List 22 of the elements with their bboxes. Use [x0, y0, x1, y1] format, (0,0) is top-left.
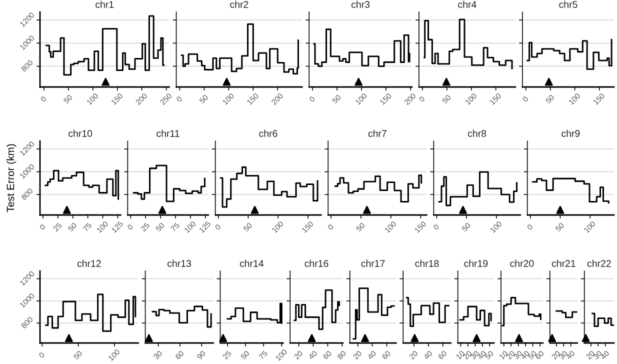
chart-title: chr3	[352, 0, 370, 8]
chart-title: chr7	[368, 130, 386, 137]
chart-title: chr9	[562, 130, 580, 137]
chart-title: chr5	[559, 0, 578, 8]
chart-title: chr22	[587, 260, 611, 267]
chart-title: chr1	[96, 0, 114, 8]
chart-title: chr2	[230, 0, 248, 8]
chart-title: chr13	[168, 260, 191, 267]
chart-title: chr16	[304, 260, 328, 267]
chart-title: chr18	[415, 260, 439, 267]
chart-title: chr12	[77, 260, 101, 267]
chart-title: chr10	[68, 130, 92, 137]
chart-title: chr17	[361, 260, 385, 267]
y-axis-title: Test Error (km)	[6, 144, 16, 212]
chart-title: chr8	[468, 130, 486, 137]
chart-title: chr6	[259, 130, 278, 137]
chart-title: chr19	[464, 260, 488, 267]
chart-title: chr11	[156, 130, 180, 137]
chart-title: chr20	[510, 260, 534, 267]
chart-title: chr21	[552, 260, 576, 267]
chart-title: chr4	[458, 0, 476, 8]
chart-title: chr14	[240, 260, 264, 267]
